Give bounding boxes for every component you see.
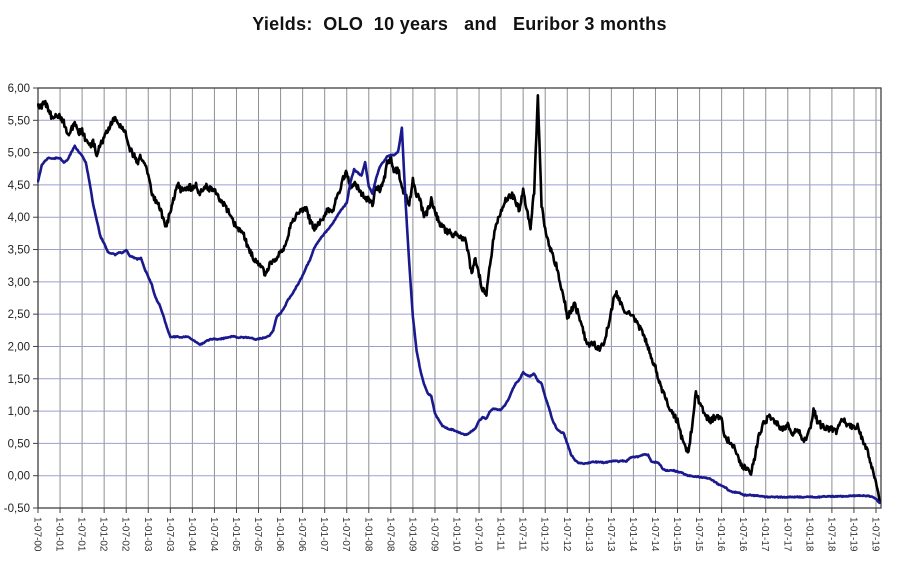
svg-text:1-01-05: 1-01-05 [230,517,241,552]
svg-text:1-01-04: 1-01-04 [186,517,197,552]
svg-text:1-01-13: 1-01-13 [583,517,594,552]
svg-text:1-01-07: 1-01-07 [318,517,329,552]
svg-text:1-01-10: 1-01-10 [451,517,462,552]
svg-text:1-01-12: 1-01-12 [539,517,550,552]
svg-text:1-01-03: 1-01-03 [142,517,153,552]
svg-text:2,50: 2,50 [8,309,30,321]
svg-text:0,00: 0,00 [8,471,30,483]
svg-text:1-07-04: 1-07-04 [208,517,219,552]
svg-text:5,50: 5,50 [8,115,30,127]
svg-text:4,00: 4,00 [8,212,30,224]
svg-text:1-01-11: 1-01-11 [495,517,506,551]
svg-text:1-07-03: 1-07-03 [164,517,175,552]
svg-text:1,50: 1,50 [8,374,30,386]
svg-text:1,00: 1,00 [8,406,30,418]
svg-text:6,00: 6,00 [8,83,30,95]
svg-text:1-07-16: 1-07-16 [737,517,748,552]
series-olo-10y [37,93,881,505]
svg-text:1-01-18: 1-01-18 [803,517,814,552]
svg-text:1-07-10: 1-07-10 [473,517,484,552]
svg-text:1-07-14: 1-07-14 [649,517,660,552]
svg-text:1-01-17: 1-01-17 [759,517,770,552]
svg-text:1-01-19: 1-01-19 [847,517,858,552]
svg-text:1-07-06: 1-07-06 [296,517,307,552]
svg-text:1-07-17: 1-07-17 [781,517,792,552]
svg-text:2,00: 2,00 [8,341,30,353]
chart-title: Yields: OLO 10 years and Euribor 3 month… [252,14,667,34]
svg-text:1-07-09: 1-07-09 [428,517,439,552]
svg-text:1-07-12: 1-07-12 [561,517,572,552]
svg-text:1-07-02: 1-07-02 [120,517,131,552]
svg-text:1-01-06: 1-01-06 [274,517,285,552]
svg-text:1-07-01: 1-07-01 [76,517,87,552]
svg-text:3,50: 3,50 [8,245,30,257]
svg-text:1-01-08: 1-01-08 [362,517,373,552]
svg-text:1-07-13: 1-07-13 [605,517,616,552]
svg-text:1-07-19: 1-07-19 [870,517,881,552]
svg-text:4,50: 4,50 [8,180,30,192]
svg-text:5,00: 5,00 [8,148,30,160]
svg-text:1-07-08: 1-07-08 [384,517,395,552]
svg-text:1-01-09: 1-01-09 [406,517,417,552]
svg-text:1-07-18: 1-07-18 [825,517,836,552]
svg-text:1-01-16: 1-01-16 [715,517,726,552]
svg-text:0,50: 0,50 [8,438,30,450]
svg-text:1-07-05: 1-07-05 [252,517,263,552]
svg-text:1-01-15: 1-01-15 [671,517,682,552]
svg-text:3,00: 3,00 [8,277,30,289]
svg-text:1-07-11: 1-07-11 [517,517,528,551]
svg-text:1-01-01: 1-01-01 [54,517,65,552]
svg-text:1-07-00: 1-07-00 [32,517,43,552]
svg-text:1-01-02: 1-01-02 [98,517,109,552]
series-euribor-3m [37,126,881,505]
svg-text:1-07-15: 1-07-15 [693,517,704,552]
svg-text:1-07-07: 1-07-07 [340,517,351,552]
svg-text:1-01-14: 1-01-14 [627,517,638,552]
svg-text:-0,50: -0,50 [4,503,30,515]
